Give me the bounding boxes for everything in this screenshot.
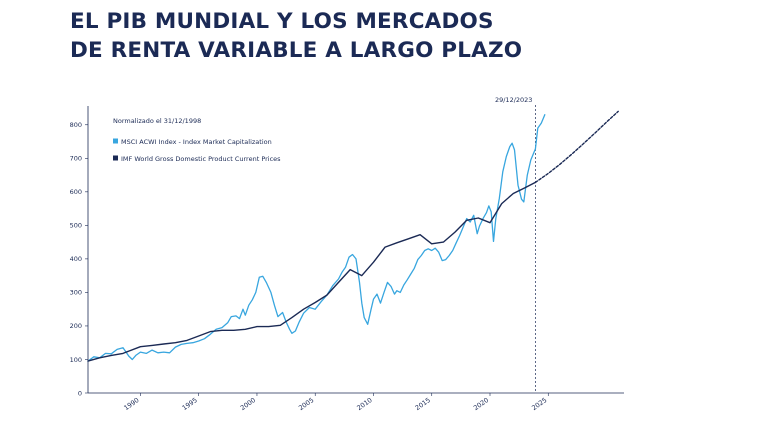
series-line-gdp [87, 181, 537, 362]
y-tick-label: 700 [70, 155, 82, 163]
y-tick-label: 600 [70, 188, 82, 196]
x-tick-label: 2000 [239, 396, 257, 412]
chart-legend: Normalizado el 31/12/1998 MSCI ACWI Inde… [113, 117, 281, 163]
legend-swatch-msci [113, 138, 118, 144]
x-tick-label: 2010 [355, 396, 373, 412]
date-marker: 29/12/2023 [495, 96, 536, 393]
legend-swatch-gdp [113, 155, 118, 161]
x-tick-label: 2020 [472, 396, 490, 412]
x-tick-label: 2025 [530, 396, 548, 412]
series-line-gdp-projection [534, 110, 619, 184]
y-axis-ticks: 0 100 200 300 400 500 600 700 800 [70, 121, 88, 397]
y-tick-label: 300 [70, 289, 82, 297]
title-line-1: EL PIB MUNDIAL Y LOS MERCADOS [70, 9, 494, 34]
chart-subtitle: Normalizado el 31/12/1998 [113, 117, 201, 125]
x-axis-ticks: 1990 1995 2000 2005 2010 2015 2020 2025 [122, 393, 549, 412]
x-tick-label: 2005 [297, 396, 315, 412]
page-title: EL PIB MUNDIAL Y LOS MERCADOS DE RENTA V… [70, 7, 522, 65]
series-line-msci [87, 114, 546, 362]
y-tick-label: 400 [70, 255, 82, 263]
legend-label-gdp: IMF World Gross Domestic Product Current… [121, 155, 281, 163]
y-tick-label: 200 [70, 322, 82, 330]
series-lines [87, 110, 619, 362]
x-tick-label: 2015 [414, 396, 432, 412]
x-tick-label: 1995 [181, 396, 199, 412]
legend-label-msci: MSCI ACWI Index - Index Market Capitaliz… [121, 138, 272, 146]
y-tick-label: 100 [70, 356, 82, 364]
date-marker-label: 29/12/2023 [495, 96, 532, 104]
title-line-2: DE RENTA VARIABLE A LARGO PLAZO [70, 38, 523, 63]
y-tick-label: 500 [70, 222, 82, 230]
chart-axes [87, 106, 624, 394]
x-tick-label: 1990 [122, 396, 140, 412]
y-tick-label: 0 [78, 389, 82, 397]
y-tick-label: 800 [70, 121, 82, 129]
